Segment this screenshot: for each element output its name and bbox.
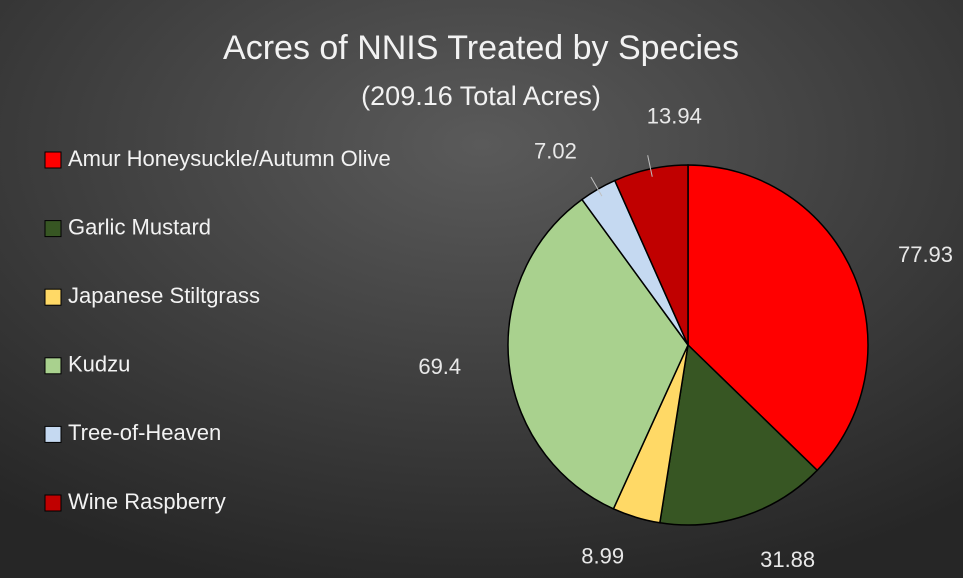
leader-line xyxy=(590,176,603,197)
legend-swatch xyxy=(44,151,62,169)
data-label: 77.93 xyxy=(898,242,953,267)
data-label: 69.4 xyxy=(418,354,461,379)
legend-text: Wine Raspberry xyxy=(68,489,226,514)
legend-swatch xyxy=(44,288,62,306)
legend-swatch xyxy=(44,425,62,443)
data-label: 8.99 xyxy=(581,543,624,568)
chart-subtitle: (209.16 Total Acres) xyxy=(361,81,601,111)
data-label: 31.88 xyxy=(760,547,815,572)
pie-slice xyxy=(507,198,689,510)
legend-swatch xyxy=(44,494,62,512)
legend-text: Garlic Mustard xyxy=(68,214,211,239)
pie-slice xyxy=(687,164,869,472)
pie-slice xyxy=(658,343,819,526)
legend-text: Japanese Stiltgrass xyxy=(68,283,260,308)
chart-title: Acres of NNIS Treated by Species xyxy=(223,29,739,67)
legend-text: Amur Honeysuckle/Autumn Olive xyxy=(68,146,391,171)
legend-text: Tree-of-Heaven xyxy=(68,420,221,445)
legend-swatch xyxy=(44,357,62,375)
legend-text: Kudzu xyxy=(68,352,130,377)
data-label: 7.02 xyxy=(534,139,577,164)
legend-swatch xyxy=(44,220,62,238)
leader-line xyxy=(647,155,653,177)
data-label: 13.94 xyxy=(647,104,702,129)
